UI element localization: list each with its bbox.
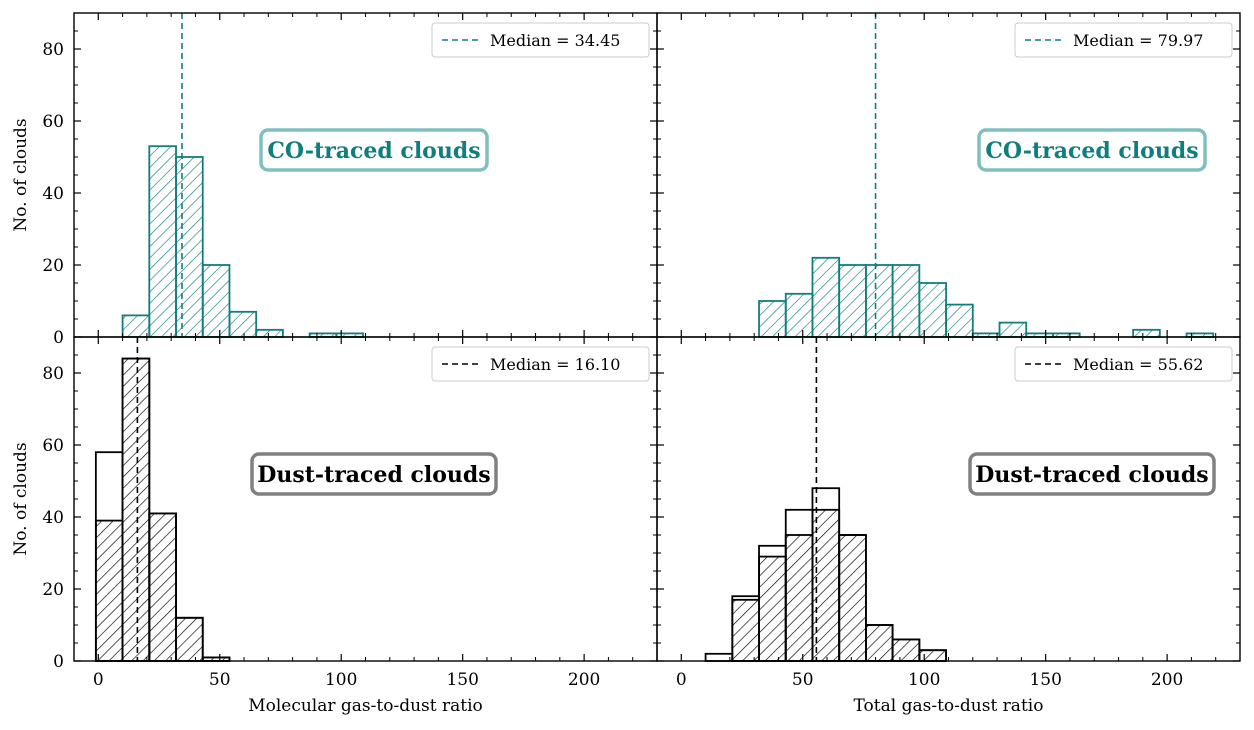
y-tick-label: 80 (42, 364, 64, 384)
tag-label: CO-traced clouds (267, 138, 480, 164)
histogram-bar (838, 264, 867, 338)
y-axis-label: No. of clouds (11, 118, 31, 231)
tag-label: CO-traced clouds (985, 138, 1198, 164)
y-axis-label: No. of clouds (11, 442, 31, 555)
histogram-bar (148, 145, 177, 338)
panel-co-total: Median = 79.97 CO-traced clouds (656, 12, 1241, 338)
histogram-bar (811, 256, 841, 338)
histogram-bar (255, 328, 284, 338)
legend: Median = 16.10 (431, 346, 650, 382)
histogram-bar (891, 638, 921, 662)
legend: Median = 34.45 (431, 22, 650, 58)
histogram-bar (865, 624, 894, 662)
tag-box: Dust-traced clouds (968, 452, 1216, 496)
x-tick-label: 0 (93, 670, 104, 690)
x-tick-label: 200 (568, 670, 600, 690)
x-tick-label: 0 (676, 670, 687, 690)
panel-co-molecular: 0 20 40 60 80 Median = 34.45 CO-traced cloud… (11, 12, 658, 348)
x-tick-label: 150 (446, 670, 478, 690)
y-tick-label: 40 (42, 508, 64, 528)
histogram-bar (945, 303, 974, 338)
y-tick-label: 60 (42, 436, 64, 456)
histogram-bar (228, 310, 258, 338)
x-tick-label: 200 (1151, 670, 1183, 690)
y-tick-label: 80 (42, 40, 64, 60)
legend-label: Median = 79.97 (1073, 31, 1203, 50)
histogram-bar (998, 321, 1028, 338)
y-tick-label: 20 (42, 256, 64, 276)
histogram-bar (838, 534, 867, 662)
x-axis-label: Molecular gas-to-dust ratio (248, 696, 483, 716)
histogram-bar (784, 292, 814, 338)
histogram-bar (201, 264, 231, 338)
histogram-bar (918, 282, 947, 338)
histogram-bar (731, 598, 760, 662)
histogram-bar (148, 512, 177, 662)
x-tick-label: 100 (325, 670, 357, 690)
x-tick-label: 50 (792, 670, 814, 690)
histogram-bar (175, 616, 204, 662)
tag-box: CO-traced clouds (259, 128, 489, 172)
histogram-bar (175, 156, 204, 338)
histogram-bar (94, 519, 124, 662)
tag-label: Dust-traced clouds (975, 462, 1208, 488)
histogram-bar (918, 649, 947, 662)
y-tick-label: 0 (53, 328, 64, 348)
histogram-bar (121, 357, 151, 662)
legend-label: Median = 16.10 (490, 355, 620, 374)
histogram-bar (1132, 328, 1161, 338)
y-tick-label: 40 (42, 184, 64, 204)
x-tick-label: 150 (1029, 670, 1061, 690)
legend: Median = 79.97 (1014, 22, 1233, 58)
legend-label: Median = 34.45 (490, 31, 620, 50)
histogram-bar (758, 300, 787, 338)
legend: Median = 55.62 (1014, 346, 1233, 382)
histogram-bar (704, 652, 734, 662)
x-tick-label: 50 (209, 670, 231, 690)
histogram-bar (784, 534, 814, 662)
histogram-bar (865, 264, 894, 338)
y-tick-label: 0 (53, 652, 64, 672)
tag-box: Dust-traced clouds (250, 452, 498, 496)
tag-label: Dust-traced clouds (257, 462, 490, 488)
legend-label: Median = 55.62 (1073, 355, 1203, 374)
histogram-bar (121, 314, 151, 338)
histogram-bar (758, 555, 787, 662)
panel-dust-total: 0 50 100 150 200 Median = 55.62 Dust-traced … (656, 336, 1241, 716)
y-tick-label: 60 (42, 112, 64, 132)
panel-dust-molecular: 0 50 100 150 200 0 20 40 60 80 Median = 16.10 Dus… (11, 336, 658, 716)
histogram-bar (891, 264, 921, 338)
x-tick-label: 100 (908, 670, 940, 690)
y-tick-label: 20 (42, 580, 64, 600)
tag-box: CO-traced clouds (977, 128, 1207, 172)
x-axis-label: Total gas-to-dust ratio (854, 696, 1044, 716)
